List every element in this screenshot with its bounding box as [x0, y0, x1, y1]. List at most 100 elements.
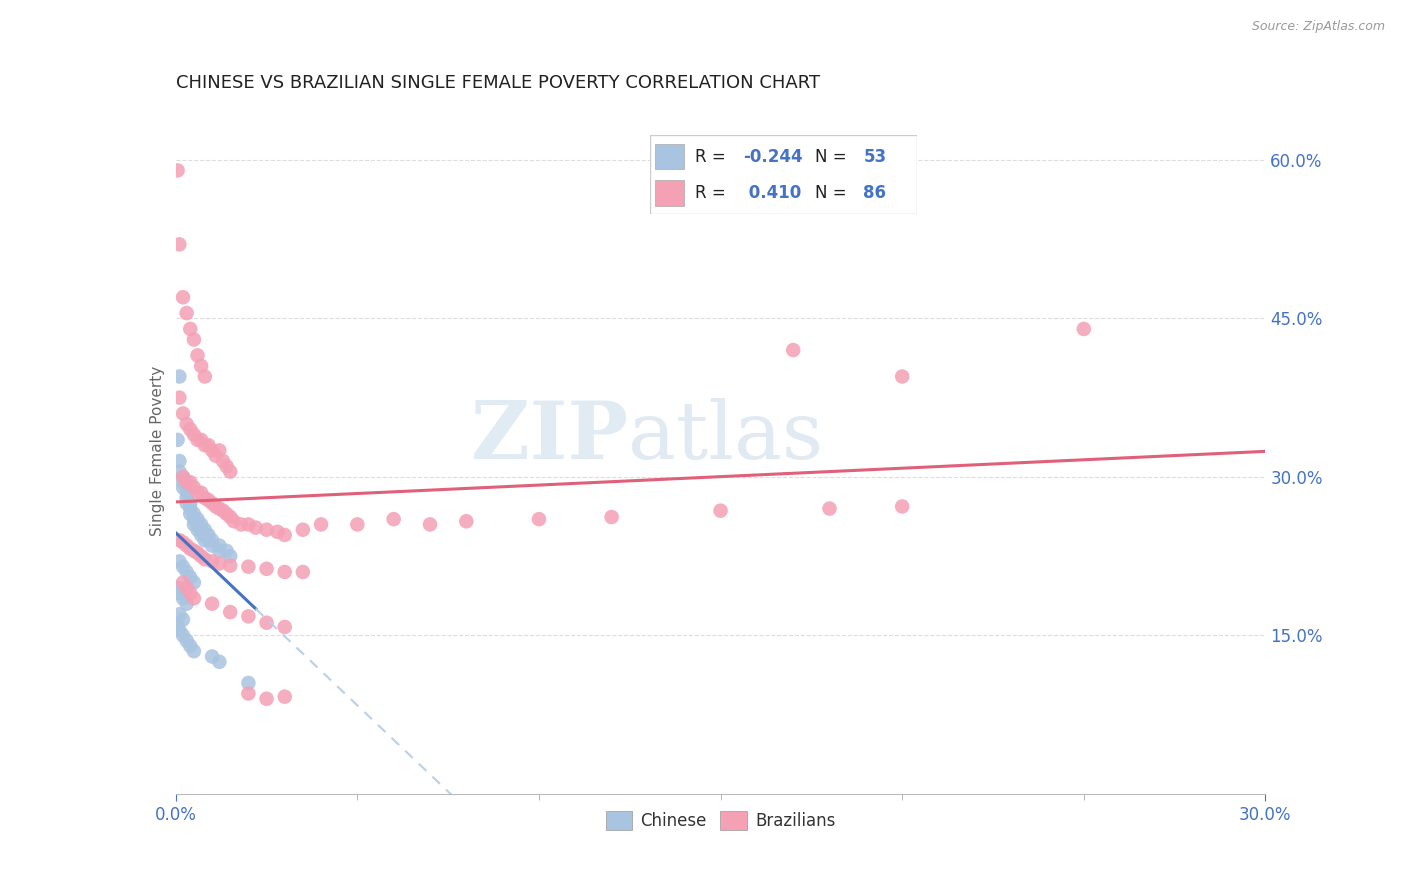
Text: -0.244: -0.244	[744, 148, 803, 166]
Point	[219, 558, 242, 573]
Point	[183, 333, 205, 347]
Text: Source: ZipAtlas.com: Source: ZipAtlas.com	[1251, 20, 1385, 33]
Text: N =: N =	[815, 184, 852, 202]
Point	[256, 615, 278, 630]
Point	[179, 541, 201, 556]
Point	[172, 290, 194, 304]
Point	[183, 575, 205, 590]
Point	[169, 586, 191, 600]
Point	[190, 549, 212, 563]
Point	[891, 500, 914, 514]
Point	[183, 507, 205, 521]
Point	[208, 655, 231, 669]
Point	[179, 475, 201, 490]
Point	[197, 493, 219, 508]
Point	[238, 686, 260, 700]
Point	[238, 676, 260, 690]
Point	[212, 454, 235, 468]
Point	[219, 465, 242, 479]
Point	[197, 533, 219, 548]
Point	[219, 605, 242, 619]
Point	[176, 475, 198, 490]
Point	[219, 549, 242, 563]
Point	[194, 528, 217, 542]
Point	[176, 306, 198, 320]
Point	[186, 517, 209, 532]
Point	[818, 501, 841, 516]
Point	[179, 570, 201, 584]
Point	[169, 533, 191, 548]
Point	[274, 528, 297, 542]
Point	[169, 554, 191, 568]
Point	[201, 597, 224, 611]
Text: N =: N =	[815, 148, 852, 166]
Point	[179, 322, 201, 336]
Point	[190, 523, 212, 537]
Point	[201, 554, 224, 568]
Point	[201, 649, 224, 664]
Point	[179, 496, 201, 510]
Point	[201, 496, 224, 510]
Point	[208, 501, 231, 516]
Point	[204, 449, 226, 463]
Point	[215, 459, 238, 474]
Point	[309, 517, 332, 532]
Point	[291, 523, 314, 537]
Point	[194, 523, 217, 537]
Point	[238, 559, 260, 574]
Text: ZIP: ZIP	[471, 398, 628, 475]
Point	[274, 690, 297, 704]
Point	[382, 512, 405, 526]
Point	[166, 163, 188, 178]
Point	[176, 581, 198, 595]
Point	[238, 517, 260, 532]
Point	[172, 575, 194, 590]
Point	[215, 544, 238, 558]
Point	[245, 520, 267, 534]
Point	[186, 485, 209, 500]
Point	[456, 514, 478, 528]
Point	[204, 500, 226, 514]
Point	[1073, 322, 1095, 336]
Point	[172, 470, 194, 484]
Point	[194, 369, 217, 384]
Point	[172, 475, 194, 490]
Point	[179, 422, 201, 436]
Point	[782, 343, 804, 357]
Point	[201, 539, 224, 553]
Point	[186, 546, 209, 560]
Point	[179, 586, 201, 600]
Point	[183, 644, 205, 658]
Point	[176, 491, 198, 505]
Point	[183, 517, 205, 532]
FancyBboxPatch shape	[655, 180, 685, 205]
Point	[183, 591, 205, 606]
Point	[208, 539, 231, 553]
Point	[197, 438, 219, 452]
Point	[238, 609, 260, 624]
Point	[231, 517, 253, 532]
Point	[208, 443, 231, 458]
Point	[169, 607, 191, 622]
Point	[176, 565, 198, 579]
Point	[186, 512, 209, 526]
Point	[201, 533, 224, 548]
Point	[169, 454, 191, 468]
Point	[190, 485, 212, 500]
Point	[172, 591, 194, 606]
Point	[256, 691, 278, 706]
Point	[256, 523, 278, 537]
Point	[176, 633, 198, 648]
Point	[166, 581, 188, 595]
Text: R =: R =	[695, 148, 731, 166]
Point	[194, 533, 217, 548]
Point	[194, 491, 217, 505]
Point	[176, 539, 198, 553]
Point	[197, 528, 219, 542]
Point	[179, 501, 201, 516]
Point	[527, 512, 550, 526]
Text: R =: R =	[695, 184, 731, 202]
Point	[183, 512, 205, 526]
Point	[190, 359, 212, 373]
Legend: Chinese, Brazilians: Chinese, Brazilians	[599, 805, 842, 837]
